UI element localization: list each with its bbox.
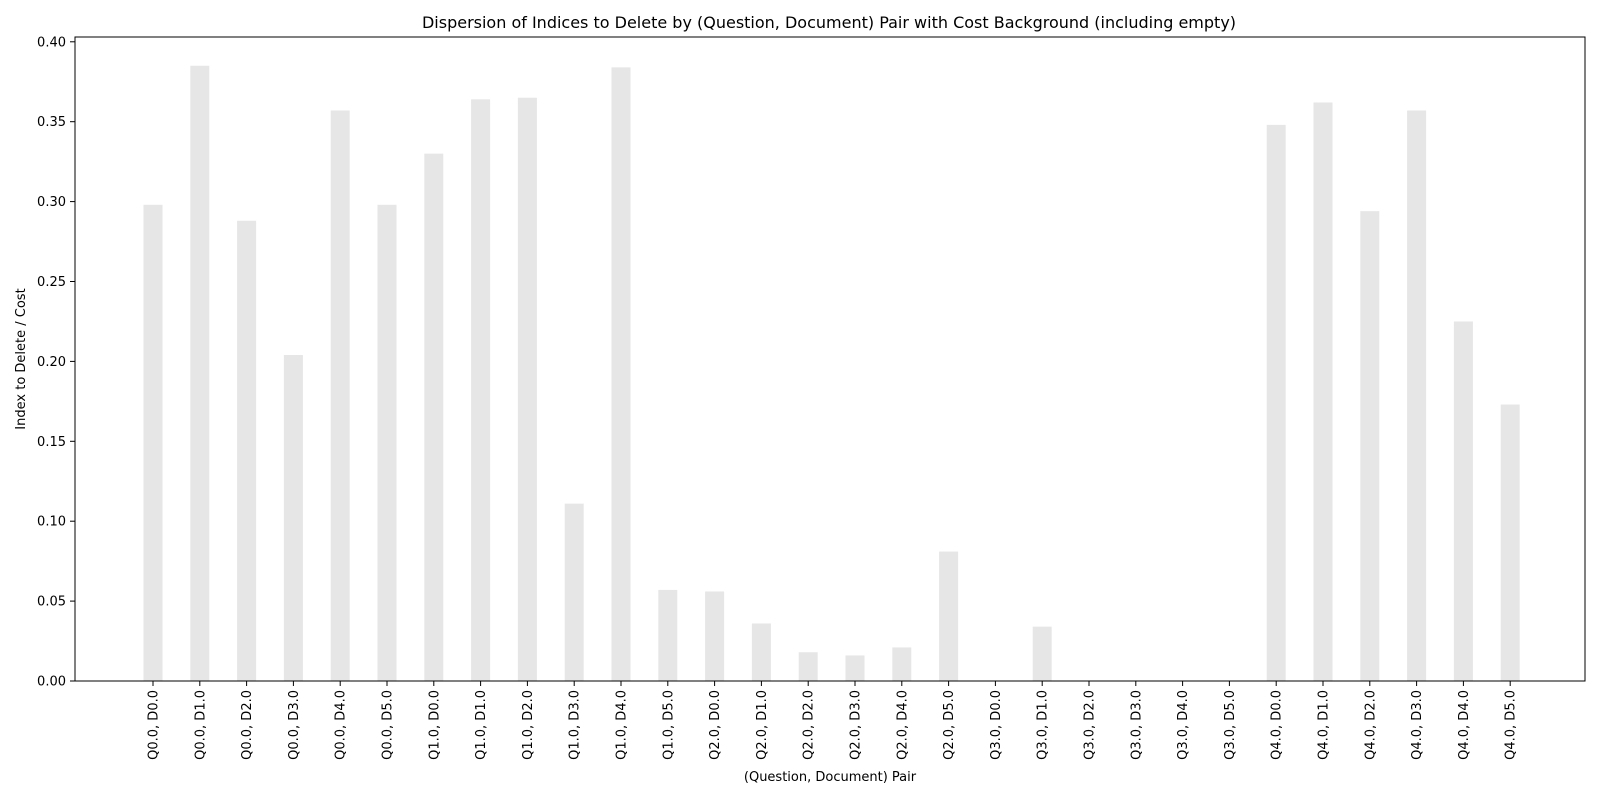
x-tick-label: Q0.0, D5.0: [381, 690, 396, 760]
bar: [798, 652, 818, 681]
bar: [143, 204, 163, 682]
bar: [1453, 321, 1473, 681]
bar: [892, 647, 912, 681]
bar: [1266, 124, 1286, 681]
x-tick-label: Q0.0, D0.0: [147, 690, 162, 760]
x-tick-label: Q3.0, D0.0: [989, 690, 1004, 760]
y-tick-label: 0.25: [37, 275, 66, 290]
y-tick-label: 0.00: [37, 675, 66, 690]
x-axis: Q0.0, D0.0 Q0.0, D1.0 Q0.0, D2.0 Q0.0, D3.0…: [147, 681, 1519, 760]
bar: [190, 65, 210, 681]
plot-area-frame: [74, 36, 1586, 682]
x-tick-label: Q3.0, D3.0: [1129, 690, 1144, 760]
x-tick-label: Q1.0, D5.0: [661, 690, 676, 760]
x-tick-label: Q1.0, D3.0: [568, 690, 583, 760]
x-tick-label: Q2.0, D0.0: [708, 690, 723, 760]
bar: [1407, 110, 1427, 681]
y-tick-label: 0.15: [37, 435, 66, 450]
x-tick-label: Q4.0, D1.0: [1317, 690, 1332, 760]
x-tick-label: Q3.0, D2.0: [1083, 690, 1098, 760]
x-tick-label: Q1.0, D2.0: [521, 690, 536, 760]
bar: [517, 97, 537, 682]
x-tick-label: Q1.0, D1.0: [474, 690, 489, 760]
y-tick-label: 0.35: [37, 115, 66, 130]
y-tick-label: 0.10: [37, 515, 66, 530]
bar: [751, 623, 771, 681]
x-tick-label: Q0.0, D1.0: [193, 690, 208, 760]
x-tick-label: Q2.0, D5.0: [942, 690, 957, 760]
y-axis-label: Index to Delete / Cost: [14, 288, 29, 429]
x-tick-label: Q0.0, D4.0: [334, 690, 349, 760]
bar: [658, 589, 678, 681]
bar: [611, 67, 631, 682]
bar: [705, 591, 725, 681]
y-tick-label: 0.30: [37, 195, 66, 210]
x-tick-label: Q1.0, D4.0: [615, 690, 630, 760]
bar: [377, 204, 397, 682]
x-tick-label: Q3.0, D5.0: [1223, 690, 1238, 760]
bars-layer: [143, 65, 1520, 682]
x-tick-label: Q0.0, D3.0: [287, 690, 302, 760]
x-tick-label: Q2.0, D1.0: [755, 690, 770, 760]
x-tick-label: Q2.0, D4.0: [895, 690, 910, 760]
bar: [1313, 102, 1333, 681]
x-tick-label: Q3.0, D1.0: [1036, 690, 1051, 760]
bar: [330, 110, 350, 681]
x-tick-label: Q0.0, D2.0: [240, 690, 255, 760]
y-tick-label: 0.05: [37, 595, 66, 610]
bar: [564, 503, 584, 681]
x-tick-label: Q4.0, D4.0: [1457, 690, 1472, 760]
x-tick-label: Q2.0, D2.0: [802, 690, 817, 760]
y-axis: 0.00 0.05 0.10 0.15 0.20 0.25 0.30 0.35 0.40: [37, 35, 75, 690]
x-tick-label: Q4.0, D5.0: [1504, 690, 1519, 760]
x-tick-label: Q4.0, D3.0: [1410, 690, 1425, 760]
x-tick-label: Q3.0, D4.0: [1176, 690, 1191, 760]
bar: [939, 551, 959, 681]
bar: [1500, 404, 1520, 681]
bar: [424, 153, 444, 681]
bar: [471, 99, 491, 681]
x-tick-label: Q4.0, D2.0: [1363, 690, 1378, 760]
chart-title: Dispersion of Indices to Delete by (Ques…: [422, 13, 1236, 32]
bar: [237, 220, 257, 681]
bar: [1032, 626, 1052, 681]
y-tick-label: 0.40: [37, 35, 66, 50]
bar: [845, 655, 865, 681]
x-tick-label: Q1.0, D0.0: [427, 690, 442, 760]
x-tick-label: Q2.0, D3.0: [849, 690, 864, 760]
bar: [1360, 211, 1380, 681]
y-tick-label: 0.20: [37, 355, 66, 370]
x-tick-label: Q4.0, D0.0: [1270, 690, 1285, 760]
bar: [283, 355, 303, 681]
x-axis-label: (Question, Document) Pair: [744, 770, 917, 785]
